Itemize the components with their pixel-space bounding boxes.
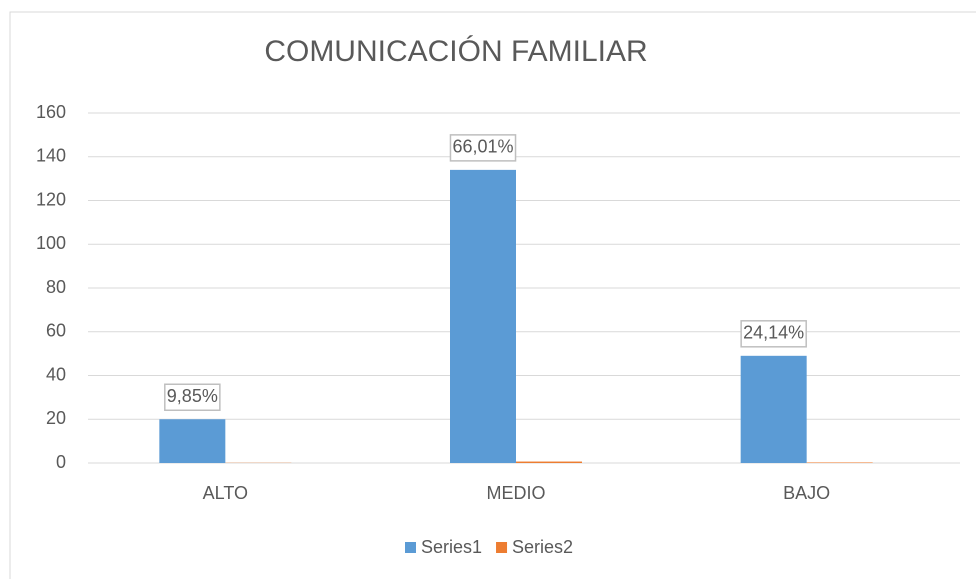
- y-tick-label: 60: [46, 321, 66, 341]
- y-tick-label: 100: [36, 233, 66, 253]
- data-label-box: [449, 134, 517, 162]
- x-tick-label: ALTO: [203, 483, 248, 503]
- y-tick-label: 140: [36, 146, 66, 166]
- y-tick-label: 80: [46, 277, 66, 297]
- y-tick-label: 0: [56, 452, 66, 472]
- y-tick-label: 120: [36, 189, 66, 209]
- y-tick-label: 40: [46, 364, 66, 384]
- data-label: 9,85%: [167, 386, 218, 406]
- bar: [159, 419, 226, 463]
- y-tick-label: 20: [46, 408, 66, 428]
- data-label: 66,01%: [452, 137, 513, 157]
- data-label: 24,14%: [743, 323, 804, 343]
- bar: [806, 462, 873, 463]
- chart-title: COMUNICACIÓN FAMILIAR: [264, 35, 647, 68]
- bar: [740, 355, 807, 463]
- data-label-box: [164, 383, 221, 411]
- y-tick-label: 160: [36, 102, 66, 122]
- x-tick-label: MEDIO: [486, 483, 545, 503]
- legend-label: Series2: [512, 537, 573, 557]
- x-tick-label: BAJO: [783, 483, 830, 503]
- legend-swatch: [405, 542, 416, 553]
- bar: [516, 461, 582, 463]
- bar: [450, 169, 516, 463]
- legend-label: Series1: [421, 537, 482, 557]
- legend-swatch: [496, 542, 508, 553]
- data-label-box: [740, 320, 807, 348]
